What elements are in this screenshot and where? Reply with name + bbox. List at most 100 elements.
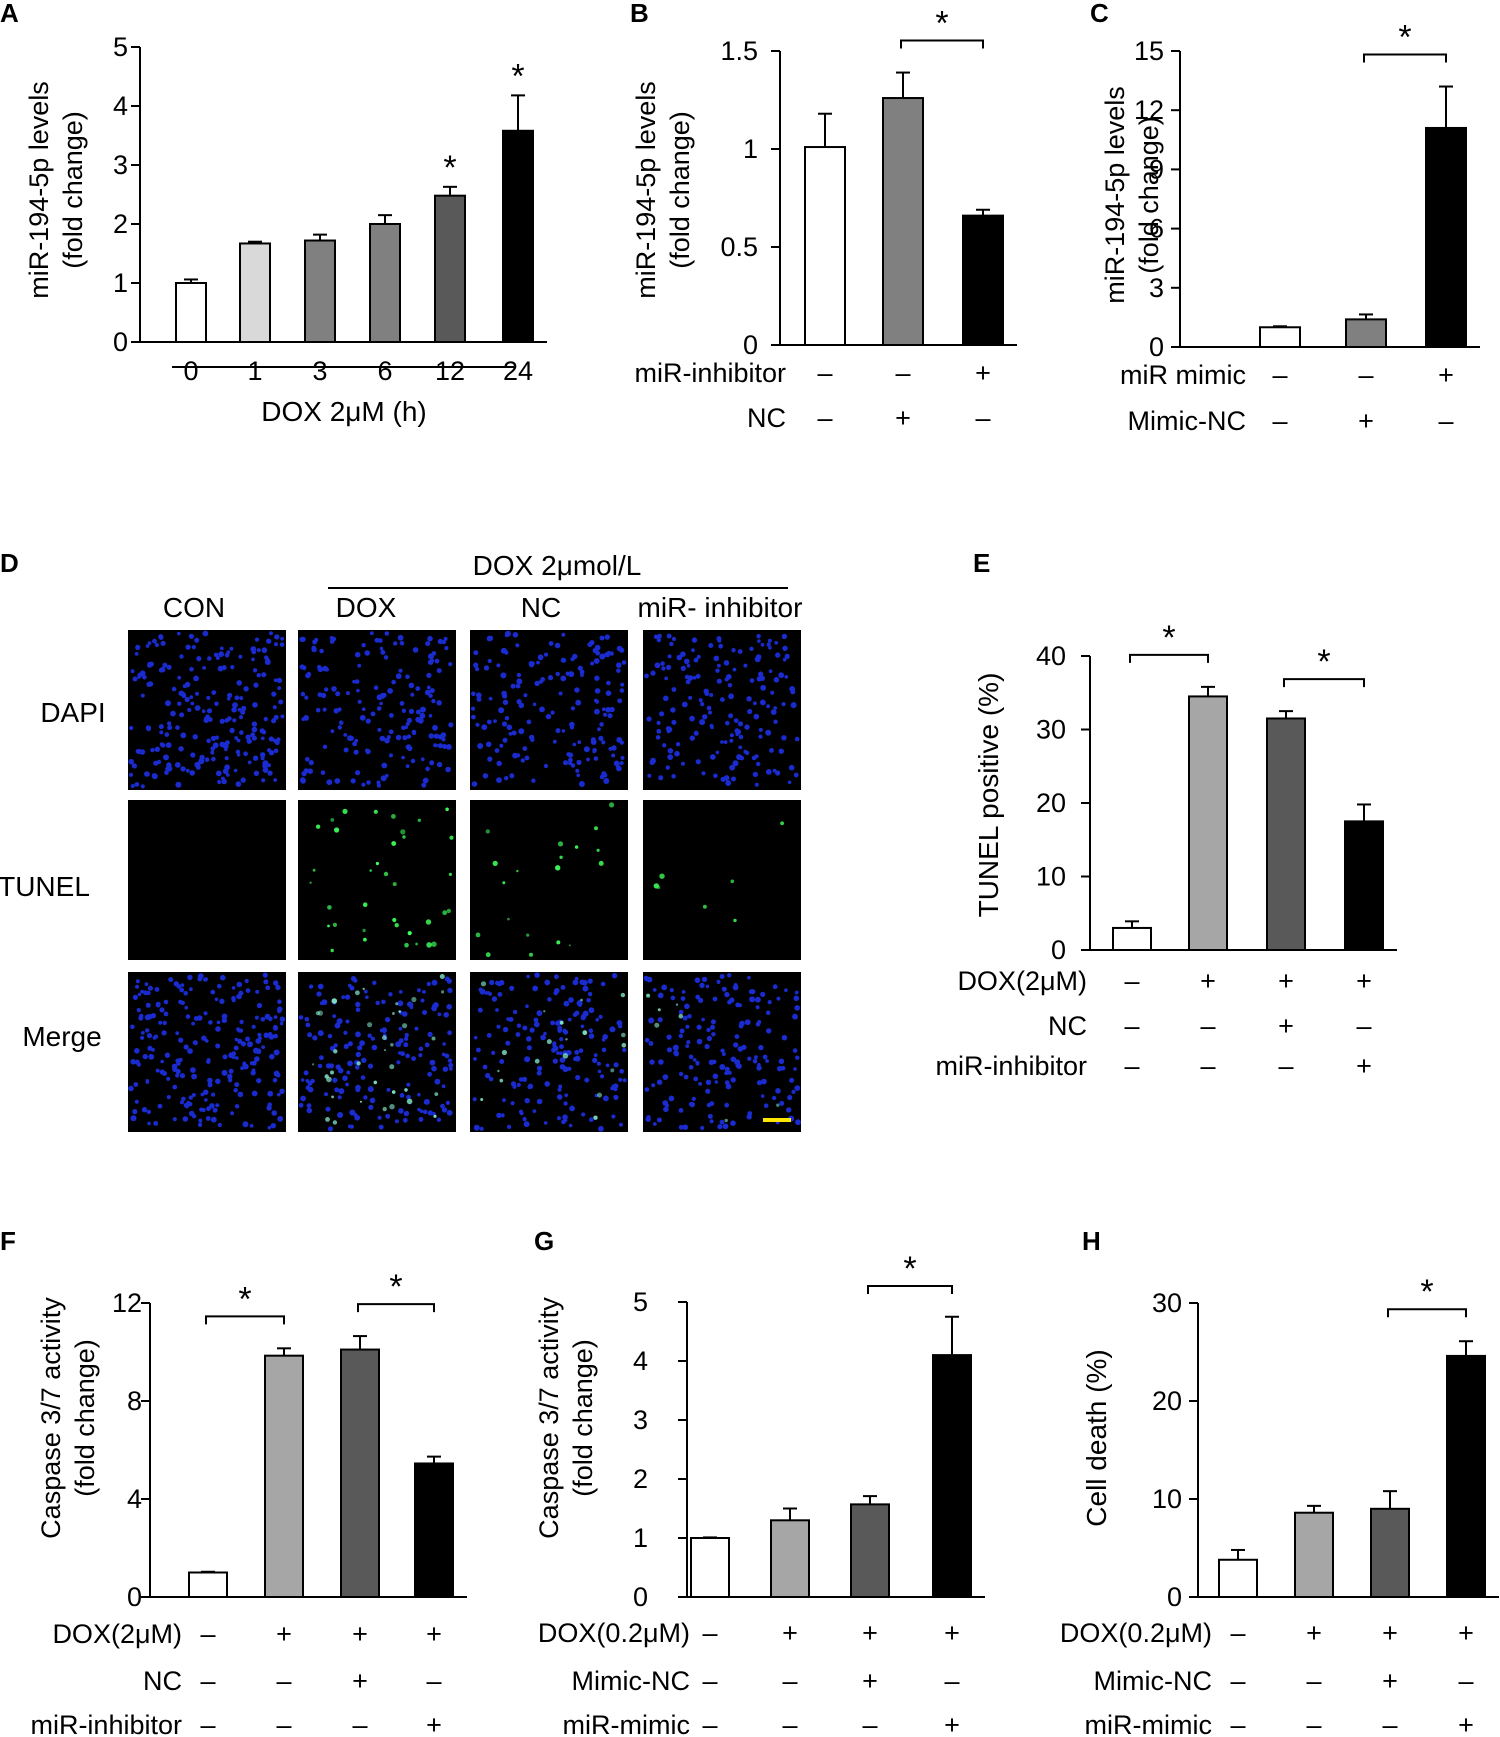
nucleus-dot [140, 784, 145, 789]
nucleus-dot [145, 1080, 150, 1084]
nucleus-dot [189, 695, 194, 699]
tunel-positive-dot [383, 871, 389, 877]
nucleus-dot [345, 1019, 350, 1024]
nucleus-dot [258, 1036, 262, 1040]
nucleus-dot [327, 1033, 333, 1039]
nucleus-dot [619, 647, 625, 653]
nucleus-dot [731, 648, 736, 653]
nucleus-dot [738, 1023, 744, 1029]
nucleus-dot [516, 672, 522, 678]
nucleus-dot [512, 632, 519, 638]
y-tick-label: 9 [1149, 154, 1164, 184]
nucleus-dot [682, 1124, 689, 1130]
nucleus-dot [385, 1017, 391, 1023]
nucleus-dot [273, 980, 279, 986]
nucleus-dot [325, 1106, 331, 1112]
tunel-positive-dot [425, 919, 432, 925]
nucleus-dot [423, 1098, 430, 1105]
y-axis-label-line-1: miR-194-5p levels [1100, 86, 1130, 304]
nucleus-dot [693, 657, 699, 663]
nucleus-dot [236, 738, 241, 743]
nucleus-dot [699, 982, 705, 989]
tunel-positive-dot [702, 904, 707, 909]
nucleus-dot [142, 1053, 148, 1060]
nucleus-dot [334, 778, 341, 784]
nucleus-dot [562, 658, 567, 663]
nucleus-dot [147, 641, 152, 646]
nucleus-dot [491, 1050, 496, 1055]
nucleus-dot [251, 1024, 256, 1029]
nucleus-dot [603, 712, 607, 717]
nucleus-dot [737, 649, 743, 654]
nucleus-dot [670, 707, 676, 713]
nucleus-dot [357, 1045, 363, 1051]
nucleus-dot [652, 1122, 657, 1126]
tunel-positive-dot [610, 1068, 615, 1073]
nucleus-dot [357, 663, 362, 668]
nucleus-dot [139, 749, 146, 755]
nucleus-dot [408, 708, 415, 715]
nucleus-dot [525, 1058, 530, 1063]
nucleus-dot [212, 1107, 218, 1113]
nucleus-dot [146, 681, 152, 688]
y-tick-label: 10 [1152, 1484, 1182, 1514]
nucleus-dot [701, 771, 706, 776]
nucleus-dot [561, 1064, 566, 1070]
tunel-positive-dot [502, 881, 506, 885]
nucleus-dot [370, 711, 376, 717]
nucleus-dot [343, 1030, 348, 1035]
nucleus-dot [394, 1119, 399, 1124]
nucleus-dot [349, 985, 355, 991]
nucleus-dot [379, 701, 383, 706]
nucleus-dot [355, 1001, 361, 1008]
nucleus-dot [331, 686, 337, 692]
nucleus-dot [560, 985, 566, 990]
tunel-positive-dot [404, 942, 409, 948]
nucleus-dot [771, 710, 776, 715]
tunel-positive-dot [411, 996, 417, 1003]
nucleus-dot [557, 1087, 562, 1092]
nucleus-dot [661, 984, 668, 991]
nucleus-dot [179, 1100, 184, 1105]
tunel-positive-dot [724, 1118, 728, 1123]
nucleus-dot [667, 754, 674, 760]
nucleus-dot [666, 664, 672, 671]
y-tick-label: 0 [1167, 1582, 1182, 1612]
nucleus-dot [699, 719, 706, 726]
nucleus-dot [361, 643, 366, 648]
nucleus-dot [644, 977, 649, 982]
nucleus-dot [273, 748, 279, 754]
nucleus-dot [733, 718, 739, 723]
nucleus-dot [337, 707, 342, 712]
nucleus-dot [411, 1056, 416, 1061]
significance-star: * [1398, 19, 1411, 57]
nucleus-dot [164, 732, 170, 737]
nucleus-dot [307, 1086, 314, 1093]
panel-label: C [1090, 0, 1109, 28]
nucleus-dot [244, 978, 249, 984]
nucleus-dot [770, 690, 775, 695]
minus-sign: – [1306, 1666, 1321, 1696]
nucleus-dot [247, 1041, 253, 1048]
nucleus-dot [260, 756, 265, 761]
y-tick-label: 0 [1149, 332, 1164, 362]
nucleus-dot [277, 1115, 284, 1122]
tunel-positive-dot [480, 981, 487, 987]
bar [690, 1537, 730, 1598]
nucleus-dot [575, 768, 580, 773]
y-tick-label: 6 [1149, 214, 1164, 244]
nucleus-dot [210, 1116, 217, 1123]
nucleus-dot [789, 1077, 795, 1083]
nucleus-dot [622, 1047, 627, 1053]
nucleus-dot [405, 764, 410, 768]
nucleus-dot [319, 1055, 324, 1061]
nucleus-dot [757, 1063, 761, 1067]
tunel-positive-dot [330, 1070, 334, 1075]
tunel-positive-dot [390, 1043, 394, 1047]
nucleus-dot [744, 724, 750, 730]
nucleus-dot [192, 734, 198, 740]
nucleus-dot [619, 740, 625, 745]
nucleus-dot [167, 721, 172, 726]
nucleus-dot [707, 1113, 713, 1119]
nucleus-dot [418, 1046, 424, 1052]
